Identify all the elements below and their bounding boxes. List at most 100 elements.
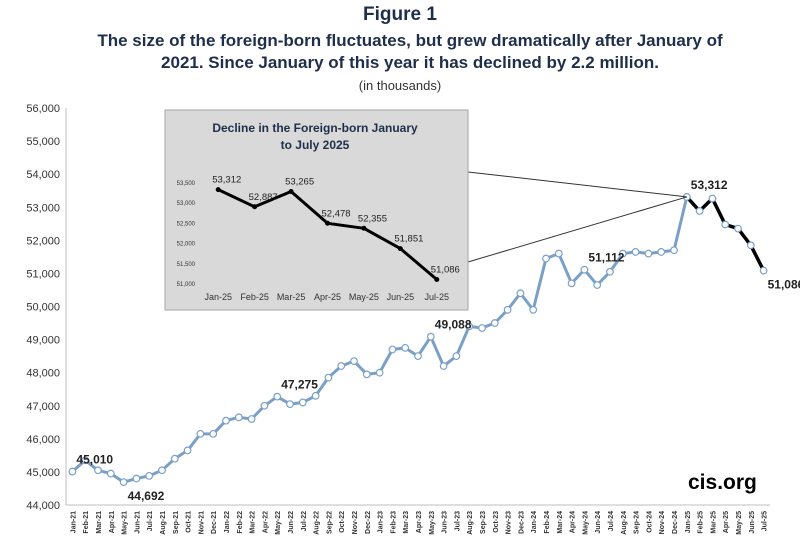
x-tick-label: Jun-22 xyxy=(288,511,295,534)
x-tick-label: Nov-22 xyxy=(352,511,359,534)
x-tick-label: Nov-21 xyxy=(198,511,205,534)
data-point xyxy=(196,429,205,438)
main-plot xyxy=(68,193,768,487)
x-tick-label: Oct-21 xyxy=(186,511,193,533)
x-tick-label: Jul-22 xyxy=(301,511,308,531)
y-tick-label: 52,000 xyxy=(26,235,60,247)
x-tick-label: Jan-21 xyxy=(70,511,77,533)
data-point xyxy=(516,289,525,298)
x-tick-label: Feb-23 xyxy=(390,511,397,534)
x-tick-label: Jan-25 xyxy=(685,511,692,533)
x-tick-label: Mar-24 xyxy=(557,511,564,534)
x-tick-label: Jun-25 xyxy=(749,511,756,534)
x-tick-label: Dec-22 xyxy=(365,511,372,534)
data-point xyxy=(260,401,269,410)
x-tick-label: Aug-22 xyxy=(314,511,321,535)
inset-data-point xyxy=(215,187,221,193)
data-point xyxy=(593,281,602,289)
x-tick-label: May-22 xyxy=(275,511,282,535)
data-point xyxy=(401,343,410,352)
y-tick-label: 51,000 xyxy=(26,268,60,280)
data-point xyxy=(170,454,179,463)
data-point xyxy=(606,267,614,276)
inset-x-tick-label: Mar-25 xyxy=(277,292,306,302)
inset-y-tick-label: 51,500 xyxy=(177,262,196,268)
data-point xyxy=(554,249,563,258)
data-label: 51,086 xyxy=(768,278,800,292)
data-point xyxy=(644,249,653,258)
inset-data-point xyxy=(288,188,294,194)
data-point xyxy=(362,370,371,379)
y-tick-label: 47,000 xyxy=(26,401,60,413)
x-tick-label: May-23 xyxy=(429,511,436,535)
data-point xyxy=(324,373,333,382)
main-x-axis: Jan-21 Feb-21 Mar-21 Apr-21 May-21 Jun-21 Jul-… xyxy=(66,504,770,535)
data-point xyxy=(465,322,474,331)
x-tick-label: Aug-21 xyxy=(160,511,167,535)
inset-data-label: 53,265 xyxy=(285,176,314,187)
y-tick-label: 44,000 xyxy=(26,500,60,512)
data-point xyxy=(388,345,397,354)
x-tick-label: Apr-21 xyxy=(109,511,116,533)
brand-watermark: cis.org xyxy=(688,471,757,494)
data-point xyxy=(119,478,128,487)
data-point xyxy=(721,220,730,229)
inset-data-point xyxy=(434,277,440,283)
data-point xyxy=(375,368,384,377)
data-point xyxy=(145,471,154,480)
x-tick-label: May-21 xyxy=(122,511,129,535)
data-point xyxy=(618,249,627,258)
inset-data-point xyxy=(361,225,367,231)
data-point xyxy=(478,324,486,332)
data-point xyxy=(529,305,538,314)
inset-data-label: 51,086 xyxy=(431,265,460,276)
x-tick-label: Jul-25 xyxy=(762,511,769,531)
inset-y-tick-label: 52,000 xyxy=(177,242,196,248)
inset-data-label: 52,478 xyxy=(322,208,351,219)
figure-title: Figure 1 xyxy=(363,4,437,25)
data-point xyxy=(106,469,115,478)
inset-background xyxy=(164,109,469,311)
data-point xyxy=(759,266,768,275)
y-tick-label: 48,000 xyxy=(26,368,60,380)
data-point xyxy=(426,332,435,341)
data-label: 47,275 xyxy=(281,378,318,392)
data-point xyxy=(657,248,666,256)
inset-data-label: 53,312 xyxy=(212,175,241,186)
inset-x-tick-label: Jan-25 xyxy=(204,292,232,302)
x-tick-label: Aug-23 xyxy=(467,511,474,535)
y-tick-label: 45,000 xyxy=(26,467,60,479)
x-tick-label: Sep-22 xyxy=(326,511,333,534)
x-tick-label: Sep-24 xyxy=(634,511,641,534)
x-tick-label: Apr-22 xyxy=(262,511,269,533)
x-tick-label: Jul-21 xyxy=(147,511,154,531)
y-tick-label: 54,000 xyxy=(26,169,60,181)
data-point xyxy=(247,415,256,423)
x-tick-label: Apr-24 xyxy=(570,511,577,533)
data-point xyxy=(567,279,576,288)
data-point xyxy=(94,466,102,475)
x-tick-label: Jun-23 xyxy=(442,511,449,534)
x-tick-label: Mar-21 xyxy=(96,511,103,534)
x-tick-label: Aug-24 xyxy=(621,511,628,535)
data-point xyxy=(298,398,307,407)
y-tick-label: 49,000 xyxy=(26,335,60,347)
data-point xyxy=(746,241,755,250)
inset-chart: Decline in the Foreign-born January to Ju… xyxy=(164,109,469,311)
data-point xyxy=(158,466,166,475)
inset-data-label: 52,887 xyxy=(249,192,278,203)
x-tick-label: Sep-21 xyxy=(173,511,180,534)
inset-x-tick-label: Apr-25 xyxy=(314,292,341,302)
inset-y-tick-label: 53,500 xyxy=(177,181,196,187)
x-tick-label: Oct-22 xyxy=(339,511,346,533)
inset-data-label: 52,355 xyxy=(358,213,387,224)
data-point xyxy=(670,246,678,255)
data-point xyxy=(132,474,141,483)
data-point xyxy=(222,416,230,425)
x-tick-label: Jul-23 xyxy=(454,511,461,531)
inset-y-tick-label: 53,000 xyxy=(177,201,196,207)
data-point xyxy=(209,429,218,438)
x-tick-label: Jan-22 xyxy=(224,511,231,533)
data-point xyxy=(183,446,192,455)
